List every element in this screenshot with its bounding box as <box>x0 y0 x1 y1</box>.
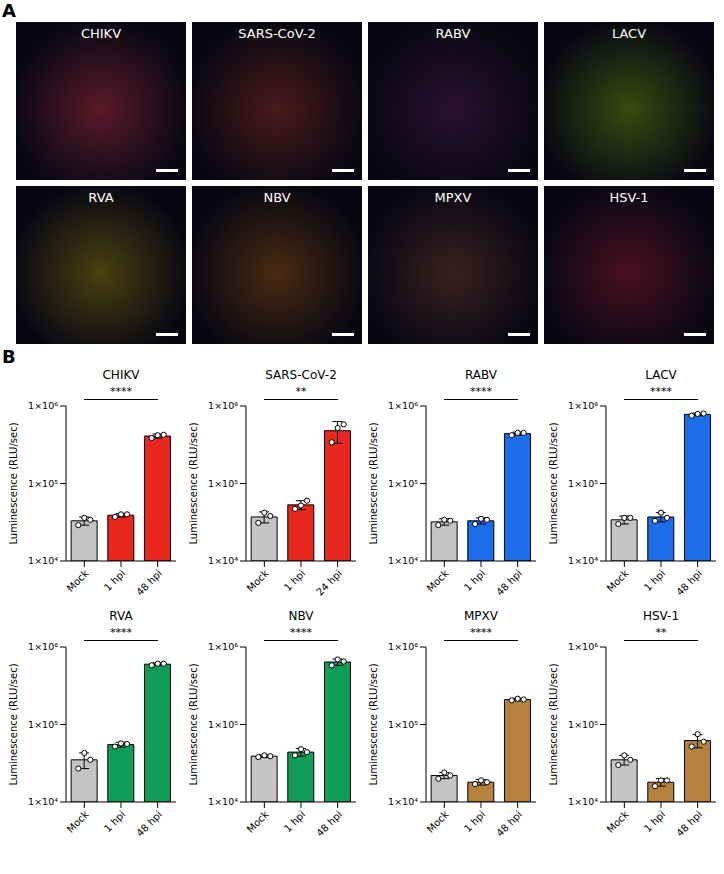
svg-text:Luminescence (RLU/sec): Luminescence (RLU/sec) <box>548 663 559 785</box>
svg-text:48 hpi: 48 hpi <box>674 568 704 598</box>
svg-text:1 hpi: 1 hpi <box>642 809 667 834</box>
svg-text:1×10⁶: 1×10⁶ <box>28 641 58 652</box>
svg-text:1×10⁶: 1×10⁶ <box>208 641 238 652</box>
svg-text:1 hpi: 1 hpi <box>102 809 127 834</box>
html-text:CHIKV: CHIKV <box>80 26 121 41</box>
svg-text:Luminescence (RLU/sec): Luminescence (RLU/sec) <box>548 422 559 544</box>
svg-text:1×10⁴: 1×10⁴ <box>208 796 238 807</box>
html-text:A: A <box>2 0 16 21</box>
html-text:CHIKV: CHIKV <box>102 368 140 382</box>
svg-text:1×10⁵: 1×10⁵ <box>568 478 598 489</box>
svg-text:1×10⁶: 1×10⁶ <box>208 400 238 411</box>
svg-text:Mock: Mock <box>245 568 271 594</box>
svg-text:1×10⁴: 1×10⁴ <box>388 796 418 807</box>
svg-text:1×10⁴: 1×10⁴ <box>28 555 58 566</box>
svg-text:1×10⁶: 1×10⁶ <box>568 641 598 652</box>
svg-text:Mock: Mock <box>605 568 631 594</box>
svg-text:1×10⁴: 1×10⁴ <box>388 555 418 566</box>
svg-text:48 hpi: 48 hpi <box>134 809 164 839</box>
svg-text:Luminescence (RLU/sec): Luminescence (RLU/sec) <box>188 663 199 785</box>
svg-text:Mock: Mock <box>605 809 631 835</box>
svg-text:1 hpi: 1 hpi <box>462 568 487 593</box>
svg-text:1×10⁶: 1×10⁶ <box>568 400 598 411</box>
svg-text:1×10⁶: 1×10⁶ <box>388 400 418 411</box>
html-text:NBV: NBV <box>288 609 314 623</box>
html-text:MPXV: MPXV <box>434 190 472 205</box>
svg-text:Mock: Mock <box>245 809 271 835</box>
html-text:RVA: RVA <box>88 190 114 205</box>
svg-text:1×10⁵: 1×10⁵ <box>28 719 58 730</box>
svg-text:1 hpi: 1 hpi <box>282 809 307 834</box>
svg-text:1×10⁶: 1×10⁶ <box>28 400 58 411</box>
svg-text:1×10⁵: 1×10⁵ <box>568 719 598 730</box>
svg-text:Luminescence (RLU/sec): Luminescence (RLU/sec) <box>8 663 19 785</box>
svg-text:48 hpi: 48 hpi <box>314 809 344 839</box>
svg-text:1×10⁴: 1×10⁴ <box>568 555 598 566</box>
svg-text:Luminescence (RLU/sec): Luminescence (RLU/sec) <box>368 663 379 785</box>
svg-text:48 hpi: 48 hpi <box>494 568 524 598</box>
svg-text:Luminescence (RLU/sec): Luminescence (RLU/sec) <box>8 422 19 544</box>
svg-text:48 hpi: 48 hpi <box>134 568 164 598</box>
svg-text:1×10⁵: 1×10⁵ <box>208 478 238 489</box>
html-text:RVA: RVA <box>109 609 133 623</box>
html-text:SARS-CoV-2: SARS-CoV-2 <box>265 368 337 382</box>
svg-text:Mock: Mock <box>65 568 91 594</box>
svg-text:48 hpi: 48 hpi <box>674 809 704 839</box>
svg-text:1×10⁵: 1×10⁵ <box>388 478 418 489</box>
svg-text:1×10⁵: 1×10⁵ <box>28 478 58 489</box>
html-text:LACV: LACV <box>611 26 647 41</box>
svg-text:24 hpi: 24 hpi <box>314 568 344 598</box>
svg-text:1 hpi: 1 hpi <box>282 568 307 593</box>
svg-text:1 hpi: 1 hpi <box>462 809 487 834</box>
svg-text:Mock: Mock <box>425 568 451 594</box>
svg-text:1 hpi: 1 hpi <box>102 568 127 593</box>
svg-text:Luminescence (RLU/sec): Luminescence (RLU/sec) <box>368 422 379 544</box>
html-text:B: B <box>2 346 16 367</box>
html-text:MPXV: MPXV <box>464 609 498 623</box>
svg-text:1×10⁵: 1×10⁵ <box>388 719 418 730</box>
svg-text:Mock: Mock <box>425 809 451 835</box>
svg-text:1 hpi: 1 hpi <box>642 568 667 593</box>
html-text:NBV: NBV <box>263 190 291 205</box>
svg-text:1×10⁶: 1×10⁶ <box>388 641 418 652</box>
svg-text:1×10⁵: 1×10⁵ <box>208 719 238 730</box>
html-text:SARS-CoV-2: SARS-CoV-2 <box>238 26 316 41</box>
html-text:RABV: RABV <box>435 26 471 41</box>
svg-text:1×10⁴: 1×10⁴ <box>568 796 598 807</box>
html-text:HSV-1: HSV-1 <box>642 609 680 623</box>
svg-text:Mock: Mock <box>65 809 91 835</box>
svg-text:1×10⁴: 1×10⁴ <box>28 796 58 807</box>
html-text:RABV: RABV <box>464 368 498 382</box>
svg-text:48 hpi: 48 hpi <box>494 809 524 839</box>
html-text:HSV-1: HSV-1 <box>609 190 649 205</box>
html-text:LACV: LACV <box>645 368 677 382</box>
svg-text:Luminescence (RLU/sec): Luminescence (RLU/sec) <box>188 422 199 544</box>
svg-text:1×10⁴: 1×10⁴ <box>208 555 238 566</box>
